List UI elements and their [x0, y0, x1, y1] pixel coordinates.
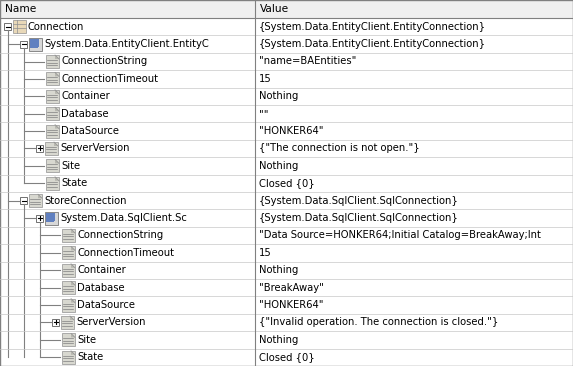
Bar [29, 38, 42, 51]
Bar [46, 213, 55, 221]
Polygon shape [55, 72, 59, 76]
Text: "": "" [259, 109, 269, 119]
Polygon shape [71, 299, 75, 303]
Text: Site: Site [61, 161, 80, 171]
Text: Connection: Connection [28, 22, 84, 32]
Bar [62, 333, 75, 346]
Bar [46, 124, 59, 138]
Text: Nothing: Nothing [259, 91, 299, 101]
Text: System.Data.EntityClient.EntityC: System.Data.EntityClient.EntityC [44, 39, 209, 49]
Text: ConnectionTimeout: ConnectionTimeout [77, 248, 174, 258]
Text: {System.Data.EntityClient.EntityConnection}: {System.Data.EntityClient.EntityConnecti… [259, 22, 486, 32]
Bar [46, 55, 59, 68]
Polygon shape [55, 107, 59, 111]
Text: Container: Container [61, 91, 110, 101]
Bar [29, 194, 42, 207]
Text: {System.Data.EntityClient.EntityConnection}: {System.Data.EntityClient.EntityConnecti… [259, 39, 486, 49]
Bar [20, 41, 27, 48]
Bar [54, 221, 58, 225]
Polygon shape [71, 264, 75, 268]
Text: "Data Source=HONKER64;Initial Catalog=BreakAway;Int: "Data Source=HONKER64;Initial Catalog=Br… [259, 231, 541, 240]
Text: "HONKER64": "HONKER64" [259, 126, 324, 136]
Polygon shape [55, 90, 59, 94]
Text: DataSource: DataSource [61, 126, 119, 136]
Text: ConnectionString: ConnectionString [61, 56, 147, 67]
Bar [46, 72, 59, 85]
Text: DataSource: DataSource [77, 300, 135, 310]
Text: {System.Data.SqlClient.SqlConnection}: {System.Data.SqlClient.SqlConnection} [259, 213, 459, 223]
Text: 15: 15 [259, 248, 272, 258]
Text: {"Invalid operation. The connection is closed."}: {"Invalid operation. The connection is c… [259, 317, 499, 328]
Bar [46, 177, 59, 190]
Bar [46, 107, 59, 120]
Bar [61, 316, 74, 329]
Text: Name: Name [5, 4, 36, 14]
Polygon shape [70, 316, 74, 320]
Text: "HONKER64": "HONKER64" [259, 300, 324, 310]
Bar [62, 281, 75, 294]
Polygon shape [71, 333, 75, 337]
Bar [4, 23, 11, 30]
Text: Site: Site [77, 335, 96, 345]
Polygon shape [55, 55, 59, 59]
Text: State: State [61, 178, 87, 188]
Text: Closed {0}: Closed {0} [259, 352, 315, 362]
Polygon shape [71, 246, 75, 250]
Polygon shape [54, 142, 58, 146]
Bar [38, 46, 42, 51]
Text: StoreConnection: StoreConnection [44, 196, 127, 206]
Text: Database: Database [77, 283, 124, 293]
Bar [62, 246, 75, 259]
Polygon shape [55, 124, 59, 128]
Bar [52, 319, 59, 326]
Text: ServerVersion: ServerVersion [60, 143, 129, 153]
Polygon shape [55, 160, 59, 163]
Text: Closed {0}: Closed {0} [259, 178, 315, 188]
Text: 15: 15 [259, 74, 272, 84]
Bar [13, 20, 26, 33]
Bar [36, 214, 43, 221]
Text: Nothing: Nothing [259, 265, 299, 275]
Polygon shape [55, 177, 59, 181]
Text: State: State [77, 352, 103, 362]
Text: Container: Container [77, 265, 125, 275]
Bar [62, 229, 75, 242]
Text: Nothing: Nothing [259, 335, 299, 345]
Text: Value: Value [260, 4, 289, 14]
Polygon shape [38, 194, 42, 198]
Text: ConnectionString: ConnectionString [77, 231, 163, 240]
Text: "BreakAway": "BreakAway" [259, 283, 324, 293]
Bar [62, 299, 75, 311]
Bar [62, 264, 75, 277]
Text: {"The connection is not open."}: {"The connection is not open."} [259, 143, 420, 153]
Polygon shape [71, 229, 75, 233]
Text: Database: Database [61, 109, 109, 119]
Polygon shape [71, 281, 75, 285]
Text: Nothing: Nothing [259, 161, 299, 171]
Bar [46, 160, 59, 172]
Text: "name=BAEntities": "name=BAEntities" [259, 56, 356, 67]
Text: {System.Data.SqlClient.SqlConnection}: {System.Data.SqlClient.SqlConnection} [259, 196, 459, 206]
Text: ConnectionTimeout: ConnectionTimeout [61, 74, 158, 84]
Bar [36, 145, 43, 152]
Text: System.Data.SqlClient.Sc: System.Data.SqlClient.Sc [60, 213, 187, 223]
Bar [45, 142, 58, 155]
Bar [46, 90, 59, 103]
Bar [20, 197, 27, 204]
Bar [30, 38, 39, 48]
Bar [45, 212, 58, 225]
Bar [0, 0, 573, 18]
Polygon shape [71, 351, 75, 355]
Bar [62, 351, 75, 364]
Text: ServerVersion: ServerVersion [76, 317, 146, 328]
